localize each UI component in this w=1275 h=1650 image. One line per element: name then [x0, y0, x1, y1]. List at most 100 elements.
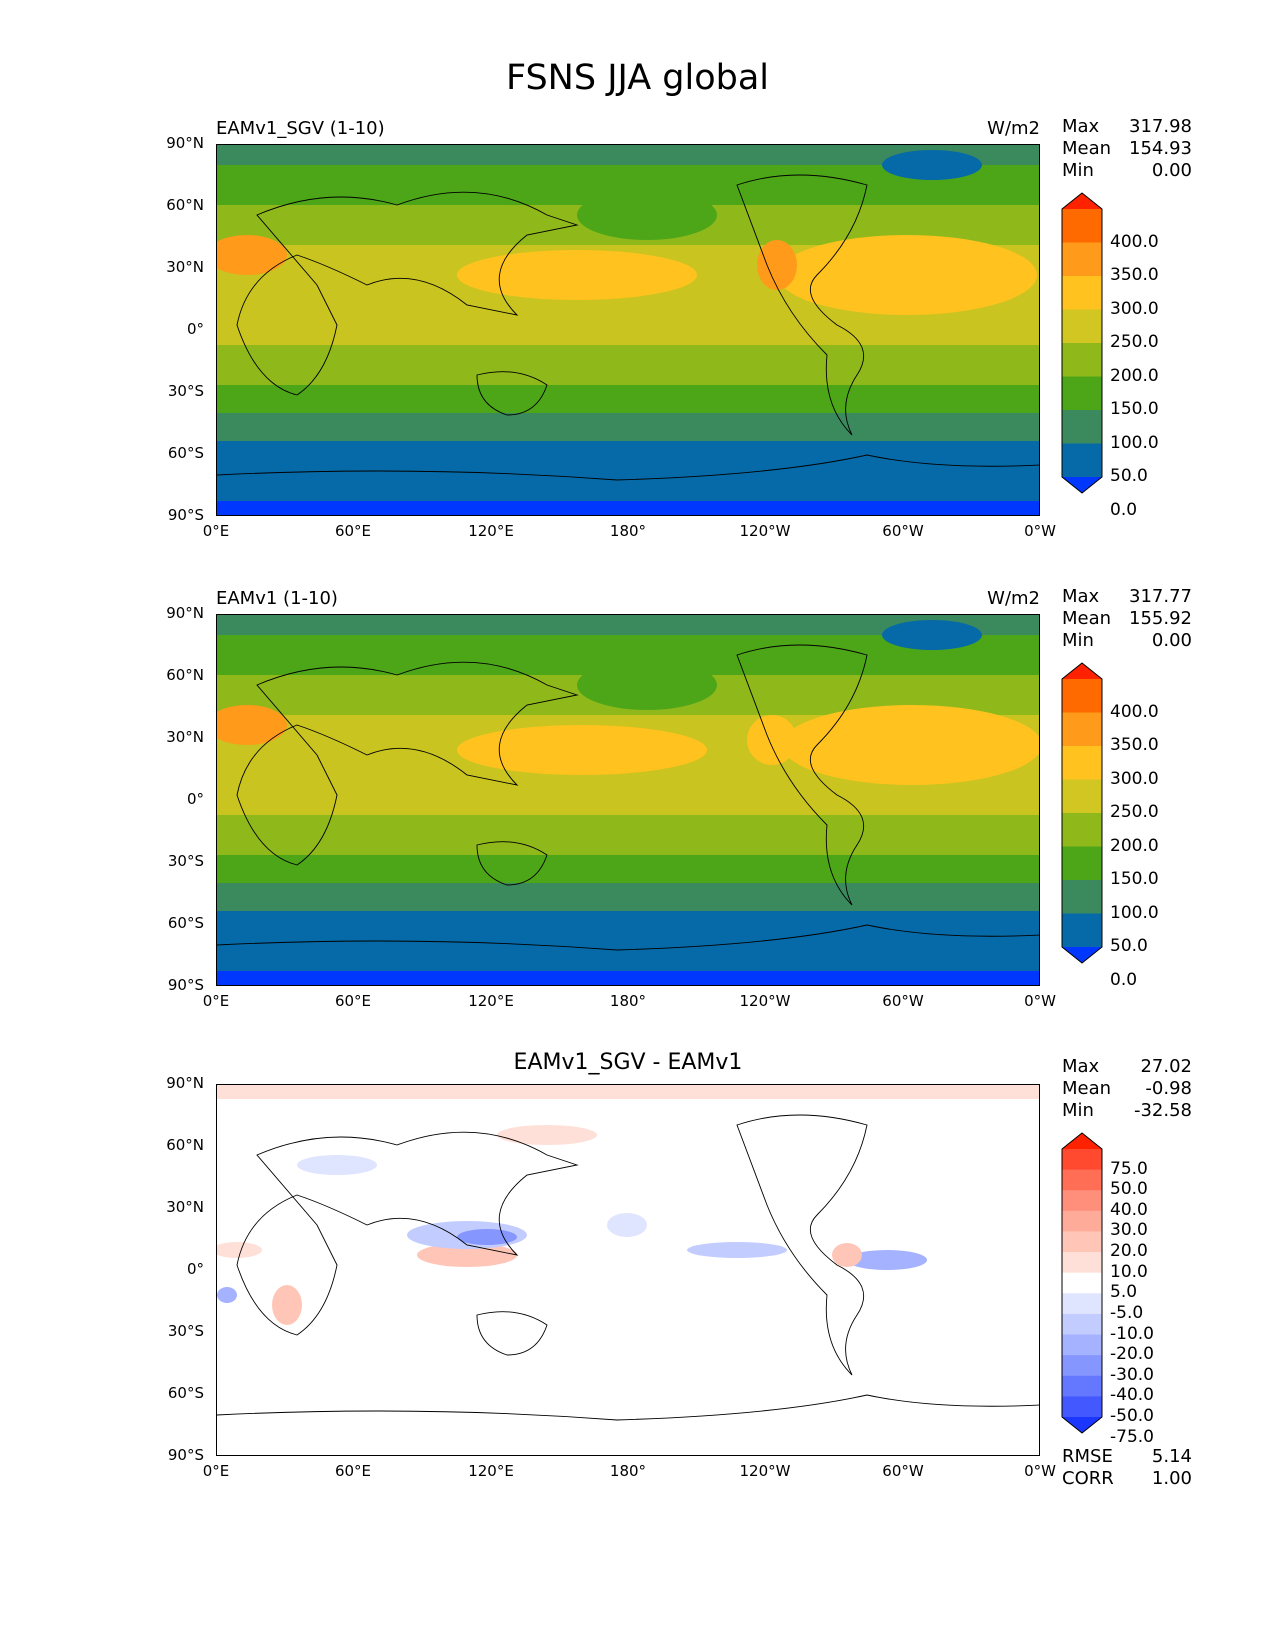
- stat-label: Max: [1062, 1056, 1100, 1077]
- colorbar-outline: [1061, 192, 1103, 494]
- panel-reference: EAMv1 (1-10) W/m2 90°N 60°N 30°N 0: [0, 586, 1275, 1056]
- colorbar-segment: [1062, 679, 1102, 713]
- colorbar-segment: [1062, 209, 1102, 243]
- colorbar-label: 300.0: [1110, 298, 1159, 319]
- panel-title: EAMv1_SGV (1-10): [216, 118, 385, 139]
- lon-tick: 0°E: [202, 1462, 230, 1480]
- lat-tick: 90°N: [166, 1074, 204, 1092]
- colorbar-label: -5.0: [1110, 1302, 1144, 1323]
- map-field: [216, 1084, 1040, 1456]
- colorbar-segment: [1062, 746, 1102, 780]
- lon-tick: 0°W: [1024, 1462, 1056, 1480]
- colorbar-label: -75.0: [1110, 1426, 1154, 1447]
- lon-tick: 0°W: [1024, 992, 1056, 1010]
- lat-tick: 60°S: [167, 444, 204, 462]
- stat-label: Mean: [1062, 138, 1112, 159]
- stats-box: Max 317.77 Mean 155.92 Min 0.00: [1062, 586, 1192, 652]
- colorbar-segment: [1062, 1190, 1102, 1212]
- lat-tick: 60°S: [167, 1384, 204, 1402]
- lat-tick: 90°S: [167, 506, 204, 524]
- lat-tick: 90°S: [167, 1446, 204, 1464]
- lon-tick: 60°W: [882, 1462, 924, 1480]
- colorbar-segment: [1062, 1396, 1102, 1418]
- stat-label: Min: [1062, 1100, 1094, 1121]
- colorbar-segment: [1062, 813, 1102, 847]
- lon-tick: 60°W: [882, 992, 924, 1010]
- lat-tick: 60°N: [166, 196, 204, 214]
- colorbar-svg: [1061, 1132, 1103, 1434]
- colorbar-segment: [1062, 1355, 1102, 1377]
- colorbar-label: 50.0: [1110, 936, 1148, 956]
- lon-tick: 120°W: [739, 522, 791, 540]
- lat-tick: 0°: [186, 790, 204, 808]
- colorbar-label: 300.0: [1110, 768, 1159, 789]
- colorbar-segment: [1062, 1334, 1102, 1356]
- stat-value: 1.00: [1151, 1468, 1192, 1489]
- stats-box: Max 27.02 Mean -0.98 Min -32.58: [1062, 1056, 1192, 1122]
- colorbar-segment: [1062, 1293, 1102, 1315]
- colorbar-label: 5.0: [1110, 1282, 1138, 1303]
- figure-title: FSNS JJA global: [505, 58, 770, 98]
- lat-tick: 30°S: [167, 852, 204, 870]
- stat-label: Max: [1062, 586, 1100, 607]
- stat-value: 0.00: [1151, 630, 1192, 651]
- stat-value: 154.93: [1129, 138, 1192, 159]
- colorbar-label: 400.0: [1110, 231, 1159, 252]
- colorbar-segment: [1062, 880, 1102, 914]
- stat-label: Min: [1062, 160, 1094, 181]
- stat-value: 317.98: [1129, 116, 1192, 137]
- panel-title: EAMv1_SGV - EAMv1: [513, 1050, 743, 1075]
- colorbar: [1060, 192, 1104, 498]
- colorbar-extend-max: [1062, 193, 1102, 209]
- lat-tick: 0°: [186, 320, 204, 338]
- lon-tick: 60°E: [334, 1462, 372, 1480]
- lon-tick: 60°E: [334, 992, 372, 1010]
- lat-tick: 60°N: [166, 1136, 204, 1154]
- lon-tick: 120°W: [739, 992, 791, 1010]
- lon-tick: 120°W: [739, 1462, 791, 1480]
- colorbar-segment: [1062, 1313, 1102, 1336]
- lon-tick: 180°: [609, 992, 647, 1010]
- lon-tick: 180°: [609, 1462, 647, 1480]
- stat-value: 155.92: [1129, 608, 1192, 629]
- colorbar-extend-max: [1062, 663, 1102, 679]
- colorbar-label: -30.0: [1110, 1364, 1154, 1385]
- colorbar-label: 50.0: [1110, 1179, 1148, 1200]
- stat-value: 27.02: [1140, 1056, 1192, 1077]
- colorbar-label: 75.0: [1110, 1158, 1148, 1179]
- lat-tick: 90°S: [167, 976, 204, 994]
- colorbar-label: -50.0: [1110, 1406, 1154, 1426]
- stat-label: Mean: [1062, 608, 1112, 629]
- units-label: W/m2: [987, 588, 1040, 609]
- colorbar-label: 150.0: [1110, 399, 1159, 419]
- colorbar-segment: [1062, 1252, 1102, 1274]
- colorbar: [1060, 662, 1104, 968]
- colorbar-label: 250.0: [1110, 332, 1159, 352]
- colorbar-extend-max: [1062, 1133, 1102, 1149]
- colorbar-label: -10.0: [1110, 1323, 1154, 1344]
- colorbar-segment: [1062, 410, 1102, 444]
- stat-value: 317.77: [1129, 586, 1192, 607]
- colorbar-label: 0.0: [1110, 499, 1138, 520]
- lat-tick: 0°: [186, 1260, 204, 1278]
- colorbar-segment: [1062, 1149, 1102, 1171]
- colorbar-label: 100.0: [1110, 902, 1159, 923]
- panel-model: EAMv1_SGV (1-10) W/m2 90°N 60°N 30°N: [0, 116, 1275, 586]
- colorbar-extend-min: [1062, 1417, 1102, 1433]
- lat-tick: 30°N: [166, 1198, 204, 1216]
- stat-value: 0.00: [1151, 160, 1192, 181]
- lat-tick: 90°N: [166, 604, 204, 622]
- lat-tick: 30°N: [166, 258, 204, 276]
- lat-tick: 30°S: [167, 382, 204, 400]
- colorbar-outline: [1061, 1132, 1103, 1434]
- colorbar-extend-min: [1062, 947, 1102, 963]
- colorbar-outline: [1061, 662, 1103, 964]
- colorbar-label: 400.0: [1110, 701, 1159, 722]
- colorbar-label: 20.0: [1110, 1241, 1148, 1262]
- stat-value: 5.14: [1151, 1446, 1192, 1467]
- colorbar-segment: [1062, 309, 1102, 344]
- colorbar-segment: [1062, 846, 1102, 881]
- map-field: [216, 614, 1040, 986]
- colorbar-label: -20.0: [1110, 1344, 1154, 1365]
- colorbar-label: 350.0: [1110, 265, 1159, 285]
